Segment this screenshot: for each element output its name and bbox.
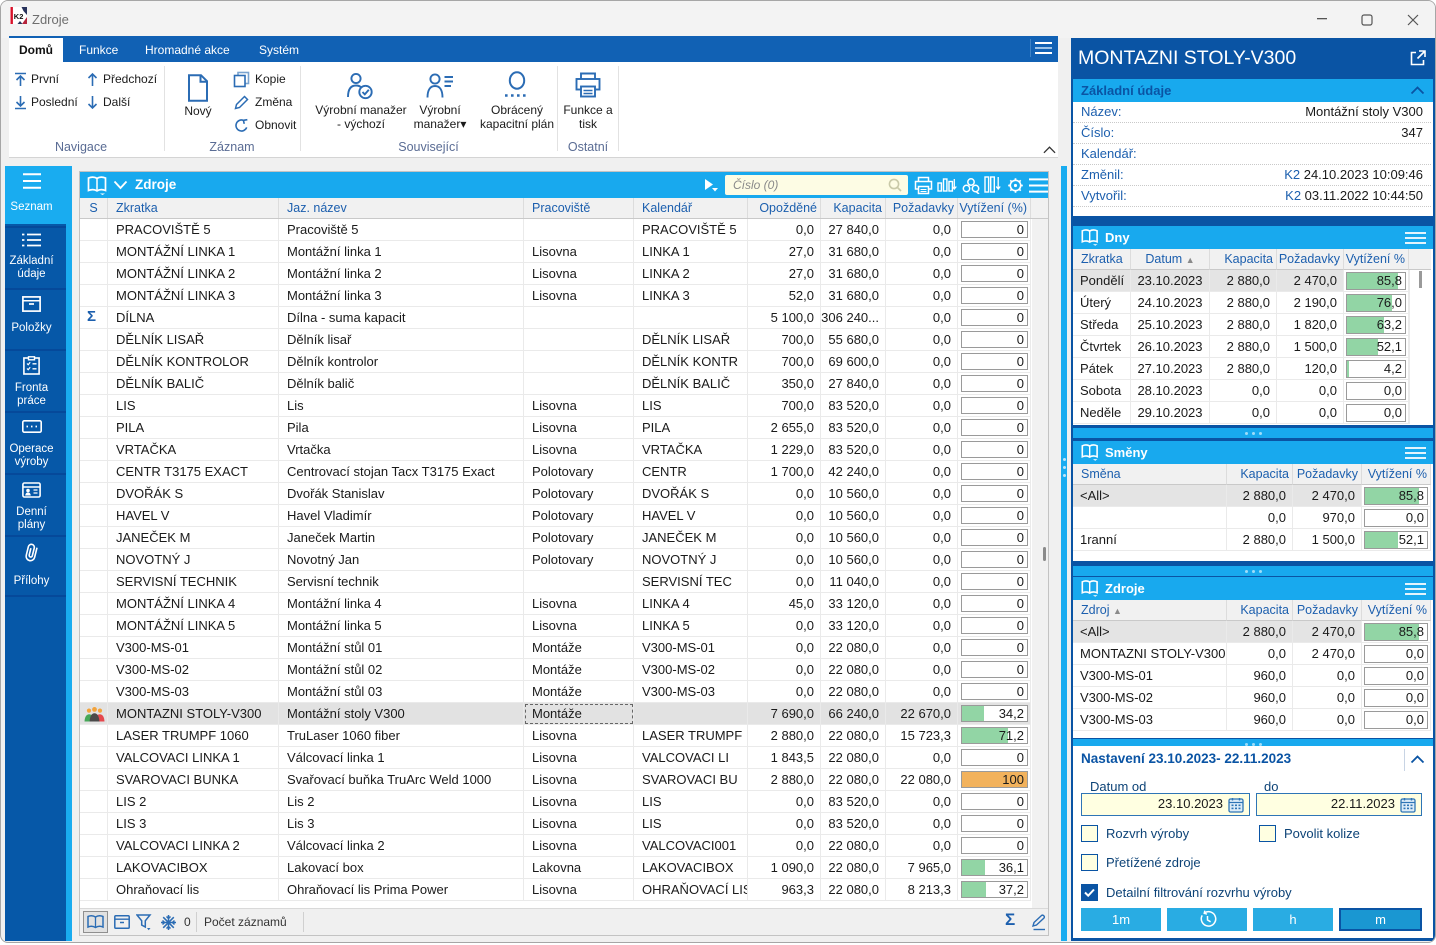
svg-text:K2: K2 xyxy=(14,12,24,21)
